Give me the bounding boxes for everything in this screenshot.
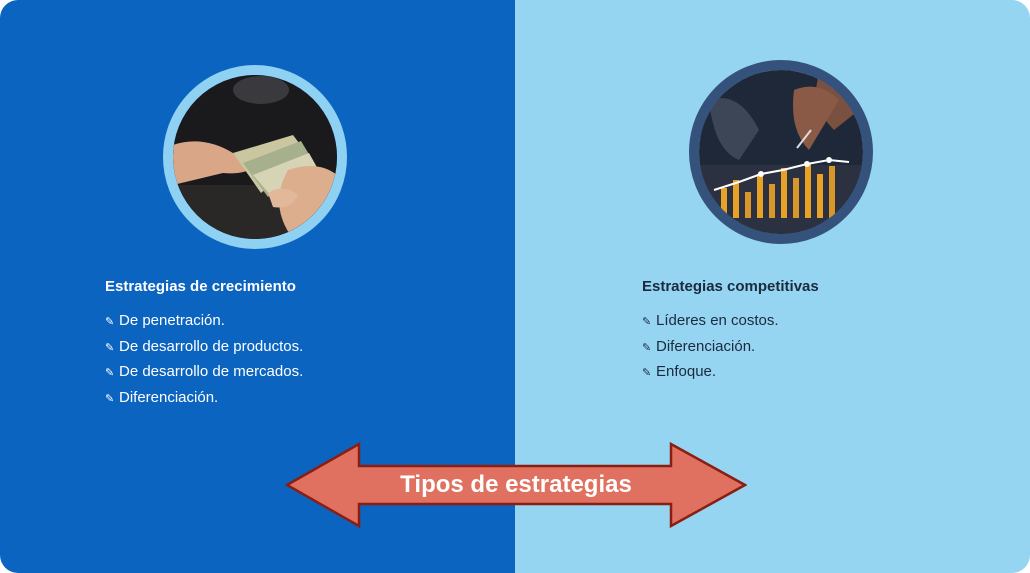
list-item-text: Diferenciación.: [119, 388, 219, 406]
list-item-text: De desarrollo de mercados.: [119, 363, 304, 380]
growth-strategies-list: ✎ De penetración. ✎ De desarrollo de produ…: [105, 309, 303, 411]
list-item-text: Líderes en costos.: [656, 312, 779, 329]
list-item-text: De desarrollo de productos.: [119, 337, 304, 355]
competitive-strategies-heading: Estrategias competitivas: [642, 278, 819, 295]
arrow-label: Tipos de estrategias: [400, 471, 632, 498]
pen-icon: ✎: [642, 341, 652, 354]
list-item-text: De penetración.: [119, 312, 225, 329]
competitive-strategies-block: Estrategias competitivas ✎ Líderes en cos…: [642, 278, 819, 386]
business-chart-photo: [689, 60, 873, 244]
pen-icon: ✎: [642, 367, 652, 379]
list-item: ✎ Líderes en costos.: [642, 309, 819, 335]
list-item: ✎ Diferenciación.: [642, 335, 819, 361]
pen-icon: ✎: [105, 367, 115, 379]
list-item-text: Diferenciación.: [656, 337, 756, 355]
pen-icon: ✎: [105, 341, 115, 354]
pen-icon: ✎: [105, 392, 115, 405]
pen-icon: ✎: [105, 316, 115, 328]
list-item: ✎ Diferenciación.: [105, 386, 303, 412]
list-item: ✎ Enfoque.: [642, 360, 819, 386]
list-item-text: Enfoque.: [656, 363, 717, 380]
double-arrow-shape: [285, 442, 747, 528]
pen-icon: ✎: [642, 316, 652, 328]
competitive-strategies-list: ✎ Líderes en costos. ✎ Diferenciación. ✎ En…: [642, 309, 819, 386]
money-hands-photo: [163, 65, 347, 249]
list-item: ✎ De desarrollo de productos.: [105, 335, 303, 361]
growth-strategies-heading: Estrategias de crecimiento: [105, 278, 296, 295]
growth-strategies-block: Estrategias de crecimiento ✎ De penetraci…: [105, 278, 303, 411]
list-item: ✎ De penetración.: [105, 309, 303, 335]
list-item: ✎ De desarrollo de mercados.: [105, 360, 303, 386]
arrow-body: [285, 442, 747, 528]
